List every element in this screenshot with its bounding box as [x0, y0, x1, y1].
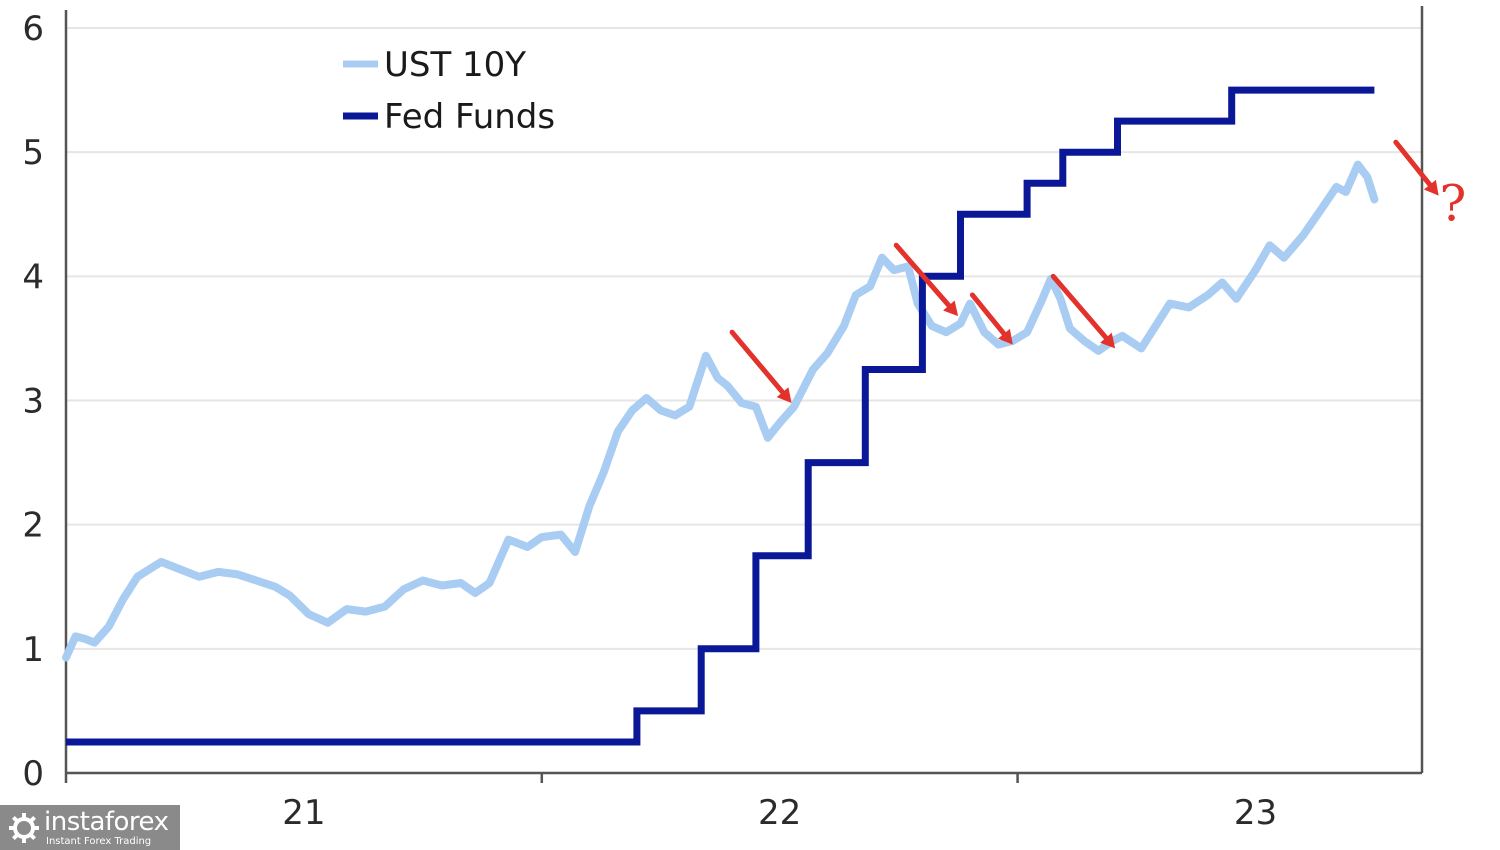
annotation-arrow-3 [969, 292, 1013, 345]
watermark-tagline: Instant Forex Trading [46, 836, 152, 847]
arrow-head [998, 328, 1013, 345]
annotation-arrow-1 [729, 329, 792, 403]
legend: UST 10Y Fed Funds [343, 45, 555, 137]
arrow-shaft [1050, 273, 1110, 342]
series-layer [62, 86, 1379, 746]
gear-logo-icon [9, 813, 39, 843]
arrow-head [776, 387, 792, 403]
arrow-head [1423, 179, 1439, 196]
arrow-head [1100, 332, 1116, 349]
arrow-shaft [969, 292, 1008, 338]
y-tick-label-4: 4 [22, 257, 44, 297]
arrow-head [943, 300, 959, 317]
arrow-shaft [729, 329, 786, 396]
y-tick-label-1: 1 [22, 630, 44, 670]
y-axis-ticks: 0 1 2 3 4 5 6 [22, 9, 44, 794]
watermark-brand: instaforex [44, 807, 169, 837]
y-tick-label-2: 2 [22, 506, 44, 546]
axes [64, 6, 1424, 775]
arrow-shaft [1393, 139, 1434, 189]
series-line-fed-funds [66, 86, 1375, 746]
y-tick-label-0: 0 [22, 754, 44, 794]
legend-label-ust-10y: UST 10Y [384, 45, 526, 85]
x-tick-label-23: 23 [1234, 793, 1277, 833]
watermark-badge: instaforex Instant Forex Trading [0, 805, 180, 850]
annotation-arrow-4 [1050, 273, 1116, 349]
x-tick-label-22: 22 [758, 793, 801, 833]
annotation-arrow-5 [1393, 139, 1439, 196]
y-tick-label-5: 5 [22, 133, 44, 173]
x-tick-label-21: 21 [282, 793, 325, 833]
legend-label-fed-funds: Fed Funds [384, 97, 555, 137]
x-axis-ticks: 21 22 23 [64, 773, 1277, 833]
y-tick-label-6: 6 [22, 9, 44, 49]
annotation-arrow-2 [893, 242, 959, 317]
y-tick-label-3: 3 [22, 382, 44, 422]
series-line-ust-10y [62, 160, 1379, 662]
annotation-question-mark: ? [1440, 174, 1467, 232]
arrow-shaft [893, 242, 953, 309]
annotation-layer: ? [729, 139, 1467, 403]
